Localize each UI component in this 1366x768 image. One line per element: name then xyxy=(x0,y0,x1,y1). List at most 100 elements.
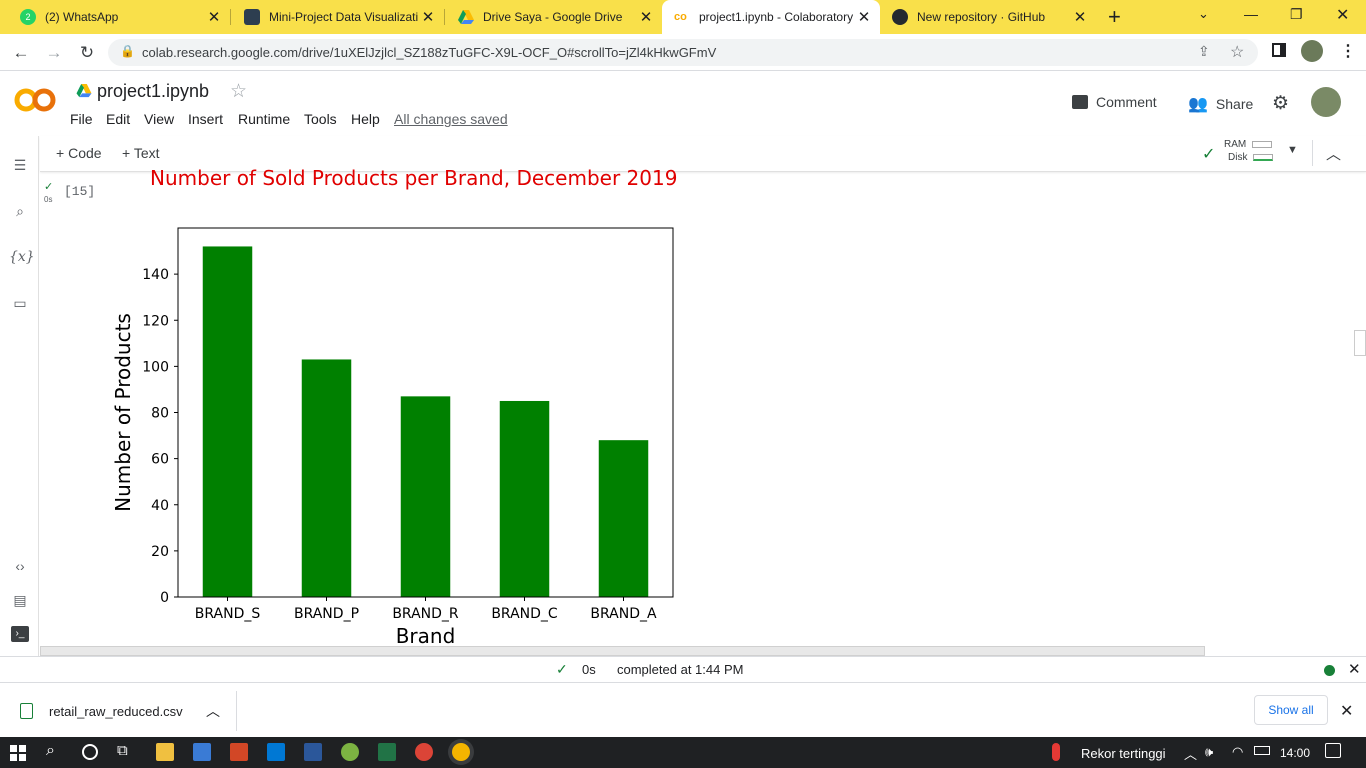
vertical-scrollbar[interactable] xyxy=(1354,330,1366,356)
bookmark-star-icon[interactable]: ☆ xyxy=(1230,44,1245,61)
terminal-icon[interactable]: ›_ xyxy=(11,626,29,642)
user-avatar[interactable] xyxy=(1311,87,1341,117)
command-palette-icon[interactable]: ▤ xyxy=(13,592,27,608)
colab-logo[interactable] xyxy=(14,87,56,113)
volume-icon[interactable]: 🕪 xyxy=(1205,744,1214,759)
notebook-title[interactable]: project1.ipynb xyxy=(97,81,210,101)
menu-tools[interactable]: Tools xyxy=(304,111,337,127)
window-close-icon[interactable]: ✕ xyxy=(1336,7,1350,24)
share-label: Share xyxy=(1215,96,1254,112)
variables-icon[interactable]: {x} xyxy=(9,249,35,265)
chrome-active-icon[interactable] xyxy=(452,743,470,761)
mail-icon[interactable] xyxy=(267,743,285,761)
share-page-icon[interactable]: ⇪ xyxy=(1198,43,1210,59)
runtime-dropdown-icon[interactable]: ▼ xyxy=(1287,144,1298,156)
disk-label: Disk xyxy=(1228,152,1248,163)
bar-brand_p xyxy=(301,359,352,597)
comment-button[interactable]: Comment xyxy=(1072,94,1157,110)
y-axis-label: Number of Products xyxy=(111,313,135,512)
menu-insert[interactable]: Insert xyxy=(188,111,224,127)
browser-tab-strip: 2 (2) WhatsApp ✕ Mini-Project Data Visua… xyxy=(0,0,1366,34)
battery-icon[interactable] xyxy=(1254,746,1270,755)
status-message: completed at 1:44 PM xyxy=(617,662,744,677)
profile-avatar[interactable] xyxy=(1301,40,1323,62)
collapse-header-icon[interactable]: ︿ xyxy=(1326,146,1342,163)
menu-view[interactable]: View xyxy=(144,111,175,127)
restore-icon[interactable]: ❐ xyxy=(1290,6,1303,22)
search-icon[interactable]: ⌕ xyxy=(16,203,24,219)
tab-whatsapp[interactable]: 2 (2) WhatsApp ✕ xyxy=(8,0,230,34)
notifications-icon[interactable] xyxy=(1325,743,1341,758)
menu-runtime[interactable]: Runtime xyxy=(238,111,291,127)
menu-edit[interactable]: Edit xyxy=(106,111,131,127)
bar-chart: BRAND_S BRAND_P BRAND_R BRAND_C BRAND_A 0 20 40… xyxy=(111,227,674,648)
cortana-icon[interactable] xyxy=(82,744,98,760)
plus-icon: + xyxy=(56,145,69,161)
excel-icon[interactable] xyxy=(378,743,396,761)
close-icon[interactable]: ✕ xyxy=(857,9,871,26)
app-icon[interactable] xyxy=(341,743,359,761)
add-text-button[interactable]: + Text xyxy=(122,145,160,161)
close-icon[interactable]: ✕ xyxy=(207,9,221,26)
wifi-icon[interactable]: ◠ xyxy=(1232,744,1244,759)
chrome-icon[interactable] xyxy=(415,743,433,761)
status-bar: ✓ 0s completed at 1:44 PM ✕ xyxy=(0,656,1366,682)
weather-text[interactable]: Rekor tertinggi xyxy=(1081,746,1166,761)
menu-help[interactable]: Help xyxy=(351,111,380,127)
back-icon[interactable]: ← xyxy=(12,43,30,62)
address-bar[interactable]: 🔒 colab.research.google.com/drive/1uXElJ… xyxy=(108,39,1258,66)
tab-title: project1.ipynb - Colaboratory xyxy=(699,10,854,24)
windows-taskbar: ⌕ ⧉ Rekor tertinggi ︿ 🕪 ◠ 14:00 xyxy=(0,737,1366,768)
code-snippets-icon[interactable]: ‹› xyxy=(15,558,25,574)
tab-github[interactable]: New repository · GitHub ✕ xyxy=(880,0,1096,34)
tab-mini-project[interactable]: Mini-Project Data Visualizatio ✕ xyxy=(232,0,444,34)
connected-check-icon: ✓ xyxy=(1202,146,1216,163)
menu-file[interactable]: File xyxy=(70,111,93,127)
close-icon[interactable]: ✕ xyxy=(1073,9,1087,26)
table-of-contents-icon[interactable]: ☰ xyxy=(13,157,27,173)
store-icon[interactable] xyxy=(193,743,211,761)
cell-exec-time: 0s xyxy=(44,195,53,204)
show-all-button[interactable]: Show all xyxy=(1254,695,1328,725)
status-time: 0s xyxy=(582,662,596,677)
minimize-icon[interactable]: — xyxy=(1244,6,1258,22)
forward-icon[interactable]: → xyxy=(45,43,63,62)
close-icon[interactable]: ✕ xyxy=(421,9,435,26)
powerpoint-icon[interactable] xyxy=(230,743,248,761)
star-icon[interactable]: ☆ xyxy=(230,81,248,102)
whatsapp-icon: 2 xyxy=(20,9,36,25)
tab-search-icon[interactable]: ⌄ xyxy=(1198,6,1209,21)
close-status-icon[interactable]: ✕ xyxy=(1348,661,1361,678)
tray-chevron-icon[interactable]: ︿ xyxy=(1184,747,1198,762)
share-button[interactable]: 👥 Share xyxy=(1188,94,1253,114)
save-status[interactable]: All changes saved xyxy=(394,111,508,127)
word-icon[interactable] xyxy=(304,743,322,761)
tab-colab[interactable]: co project1.ipynb - Colaboratory ✕ xyxy=(662,0,880,34)
download-options-chevron-icon[interactable]: ︿ xyxy=(206,703,220,719)
close-downloads-icon[interactable]: ✕ xyxy=(1340,703,1354,720)
tab-google-drive[interactable]: Drive Saya - Google Drive ✕ xyxy=(446,0,662,34)
side-panel-icon[interactable] xyxy=(1272,43,1286,57)
folder-icon[interactable]: ▭ xyxy=(13,295,27,311)
horizontal-scrollbar[interactable] xyxy=(40,646,1205,656)
taskbar-search-icon[interactable]: ⌕ xyxy=(46,742,55,759)
new-tab-button[interactable]: + xyxy=(1108,4,1121,29)
connection-status-dot xyxy=(1324,665,1335,676)
y-tick-label: 120 xyxy=(142,313,169,329)
weather-thermometer-icon xyxy=(1052,743,1060,761)
url-text: colab.research.google.com/drive/1uXElJzj… xyxy=(142,45,717,60)
disk-meter xyxy=(1253,154,1274,161)
browser-menu-icon[interactable]: ⋮ xyxy=(1340,43,1356,60)
reload-icon[interactable]: ↻ xyxy=(79,43,95,62)
add-code-button[interactable]: + Code xyxy=(56,145,102,161)
resources-indicator[interactable]: RAM Disk xyxy=(1224,139,1274,163)
ram-label: RAM xyxy=(1224,139,1247,150)
clock[interactable]: 14:00 xyxy=(1280,746,1311,760)
task-view-icon[interactable]: ⧉ xyxy=(117,742,128,759)
x-tick-label: BRAND_R xyxy=(392,606,459,622)
settings-gear-icon[interactable]: ⚙ xyxy=(1272,93,1290,114)
file-explorer-icon[interactable] xyxy=(156,743,174,761)
close-icon[interactable]: ✕ xyxy=(639,9,653,26)
download-file-name[interactable]: retail_raw_reduced.csv xyxy=(49,704,183,719)
windows-start-icon[interactable] xyxy=(10,745,26,764)
